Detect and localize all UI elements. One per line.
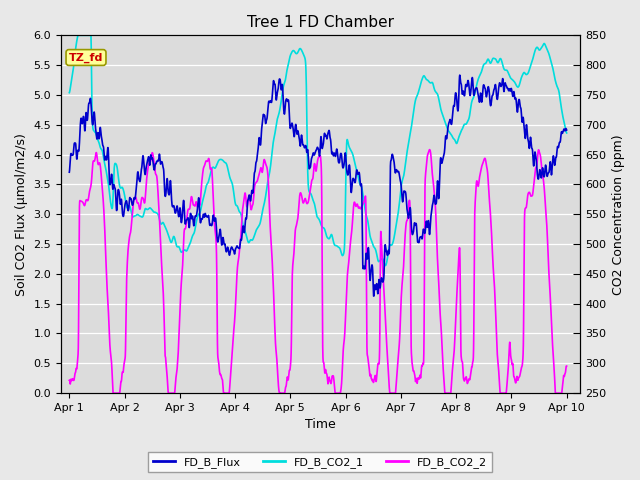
FD_B_CO2_2	[563, 363, 570, 369]
FD_B_Flux	[332, 152, 340, 157]
FD_B_CO2_1	[463, 121, 470, 127]
Line: FD_B_Flux: FD_B_Flux	[69, 75, 566, 296]
FD_B_CO2_1	[343, 138, 351, 144]
FD_B_CO2_1	[332, 243, 340, 249]
X-axis label: Time: Time	[305, 419, 336, 432]
FD_B_Flux	[370, 293, 378, 299]
FD_B_CO2_2	[533, 161, 541, 167]
FD_B_CO2_1	[519, 71, 527, 77]
FD_B_CO2_2	[343, 281, 351, 287]
FD_B_CO2_2	[65, 377, 73, 383]
Y-axis label: CO2 Concentration (ppm): CO2 Concentration (ppm)	[612, 134, 625, 295]
FD_B_Flux	[204, 214, 212, 219]
Line: FD_B_CO2_1: FD_B_CO2_1	[69, 36, 566, 265]
FD_B_Flux	[463, 83, 470, 89]
FD_B_Flux	[343, 167, 351, 172]
Y-axis label: Soil CO2 Flux (μmol/m2/s): Soil CO2 Flux (μmol/m2/s)	[15, 133, 28, 296]
FD_B_CO2_2	[204, 156, 212, 162]
Title: Tree 1 FD Chamber: Tree 1 FD Chamber	[247, 15, 394, 30]
Line: FD_B_CO2_2: FD_B_CO2_2	[69, 150, 566, 393]
FD_B_Flux	[533, 166, 541, 171]
Text: TZ_fd: TZ_fd	[69, 52, 103, 63]
FD_B_CO2_1	[533, 45, 541, 50]
FD_B_CO2_1	[563, 130, 570, 136]
Legend: FD_B_Flux, FD_B_CO2_1, FD_B_CO2_2: FD_B_Flux, FD_B_CO2_1, FD_B_CO2_2	[148, 452, 492, 472]
FD_B_CO2_2	[109, 390, 117, 396]
FD_B_CO2_1	[381, 263, 389, 268]
FD_B_Flux	[456, 72, 463, 78]
FD_B_CO2_1	[74, 33, 82, 38]
FD_B_CO2_1	[204, 179, 212, 185]
FD_B_CO2_2	[463, 375, 470, 381]
FD_B_Flux	[563, 127, 570, 133]
FD_B_CO2_2	[332, 390, 340, 396]
FD_B_CO2_1	[65, 90, 73, 96]
FD_B_CO2_2	[426, 147, 433, 153]
FD_B_CO2_2	[519, 351, 527, 357]
FD_B_Flux	[519, 114, 527, 120]
FD_B_Flux	[65, 169, 73, 175]
